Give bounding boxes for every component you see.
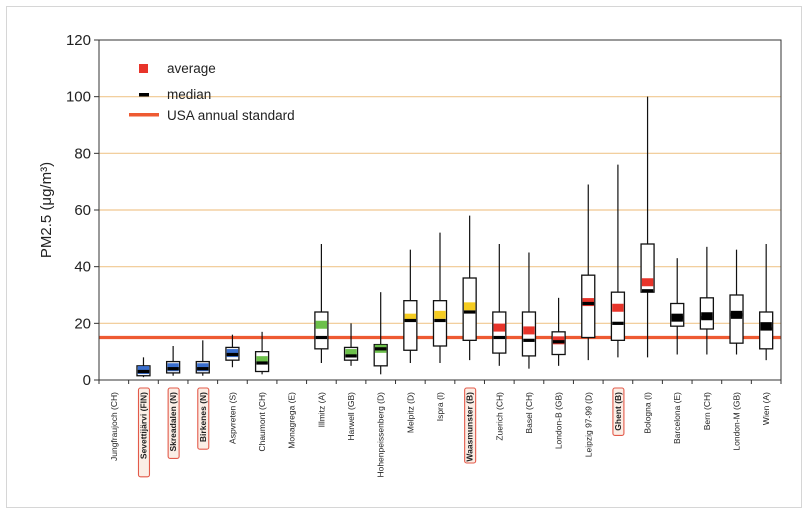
legend-median-swatch [139,93,149,97]
x-tick-label: Illmitz (A) [316,392,326,428]
average-marker [315,320,328,329]
y-axis-label: PM2.5 (μg/m³) [38,162,55,258]
y-tick-label: 60 [74,202,91,219]
y-tick-label: 100 [66,89,91,106]
x-tick-label: Aspvreten (S) [227,392,237,444]
x-label-highlight [137,387,151,478]
chart-frame: 0 20 40 60 80 100 120 Jungfraujoch (CH) Sevetti… [6,6,802,508]
x-tick-label: Birkenes (N) [198,392,208,442]
y-tick-label: 0 [83,372,91,389]
median-marker [434,318,446,323]
x-tick-label: Sevettijärvi (FIN) [138,392,148,459]
median-marker [701,316,713,320]
average-marker [493,323,506,332]
x-tick-label: Bologna (I) [643,392,653,434]
legend-average-swatch [139,64,148,73]
x-tick-label: Skreadalen (N) [168,392,178,452]
median-marker [641,289,654,293]
x-tick-label: Hohenpeissenberg (D) [376,392,386,478]
median-marker [582,301,594,306]
grid-layer [99,96,781,324]
average-marker [523,326,535,335]
median-marker [374,347,387,351]
x-tick-label: Monagrega (E) [287,392,297,449]
box [314,311,329,350]
median-marker [523,338,535,342]
legend-standard-swatch [129,113,159,117]
y-tick-label: 20 [74,315,91,332]
x-tick-label: Waasmunster (B) [465,392,475,462]
x-tick-label: Ispra (I) [435,392,445,421]
x-label-highlight [612,387,625,436]
average-marker [641,278,654,287]
x-tick-label: Basel (CH) [524,392,534,434]
x-label-highlight [197,387,210,450]
x-label-highlight [464,387,477,464]
x-tick-label: London-B (GB) [554,392,564,449]
median-marker [137,369,150,374]
x-tick-label: Chaumont (CH) [257,392,267,452]
average-marker [404,313,417,322]
average-marker [434,310,446,319]
x-tick-label: Ghent (B) [613,392,623,431]
box [729,294,744,344]
x-tick-label: Bern (CH) [702,392,712,430]
axis-layer: 0 20 40 60 80 100 120 [66,32,782,389]
x-tick-label: Barcelona (E) [672,392,682,444]
y-tick-label: 80 [74,145,91,162]
plot-frame [98,39,782,381]
legend-standard-label: USA annual standard [167,108,295,123]
median-marker [256,361,268,365]
x-tick-label: Jungfraujoch (CH) [109,392,119,461]
median-marker [760,327,772,331]
box [610,291,626,341]
median-marker [552,340,565,344]
x-tick-label: Wien (A) [761,392,771,425]
median-marker [167,367,179,371]
average-marker [463,302,476,311]
chart-canvas: 0 20 40 60 80 100 120 Jungfraujoch (CH) Sevetti… [38,32,782,478]
box [492,311,507,354]
legend-median-label: median [167,87,211,102]
median-marker [730,313,743,317]
x-tick-label: Melpitz (D) [405,392,415,433]
median-marker [671,316,683,320]
average-marker [256,356,268,365]
average-marker [345,349,357,358]
median-marker [463,310,476,314]
legend: average median USA annual standard [129,61,295,123]
average-marker [760,322,772,331]
box [432,300,448,347]
median-marker [493,335,506,340]
median-marker [197,367,209,371]
y-tick-label: 120 [66,32,91,49]
box [403,300,418,351]
median-marker [404,318,417,323]
x-tick-label: Zuerich (CH) [494,392,504,441]
average-marker [612,303,624,312]
median-marker [612,321,624,325]
x-tick-label: Leipzig 97-99 (D) [583,392,593,457]
median-marker [226,352,239,357]
median-marker [345,354,357,358]
legend-average-label: average [167,61,216,76]
x-label-highlight [167,387,180,459]
y-tick-label: 40 [74,259,91,276]
x-tick-label: Harwell (GB) [346,392,356,441]
x-tick-label: London-M (GB) [732,392,742,451]
median-marker [315,335,328,340]
box-layer [136,96,774,378]
x-label-layer: Jungfraujoch (CH) Sevettijärvi (FIN) Skrea… [109,387,771,478]
box [581,274,596,339]
